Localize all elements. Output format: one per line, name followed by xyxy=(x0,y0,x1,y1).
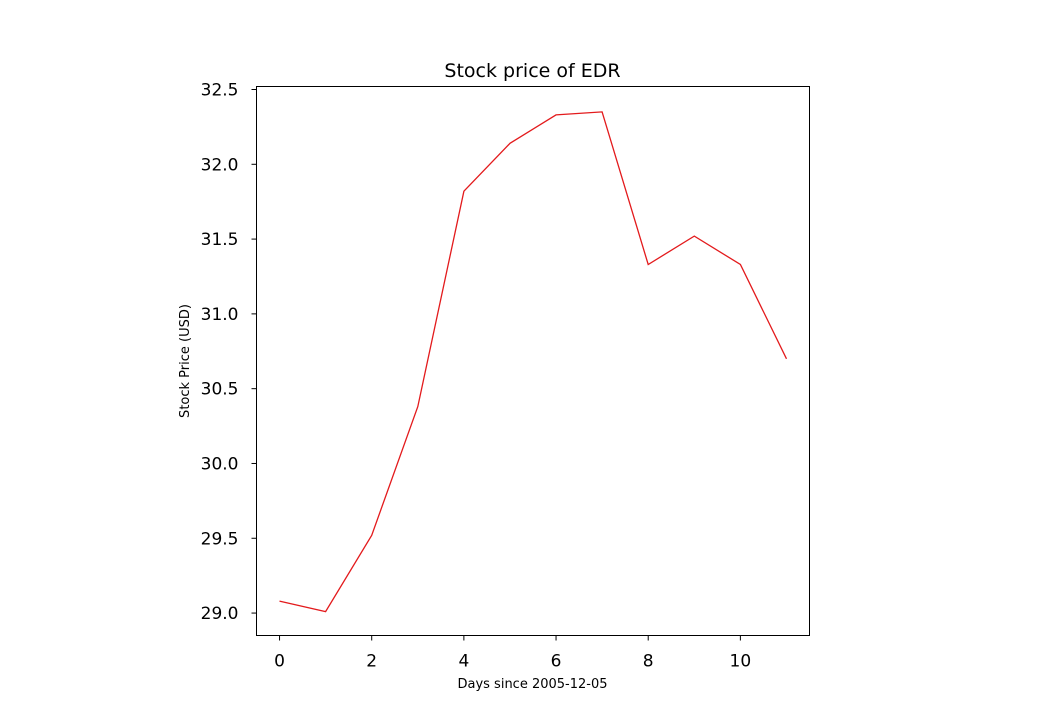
y-tick-label: 29.0 xyxy=(201,604,239,624)
y-tick-label: 29.5 xyxy=(201,529,239,549)
x-axis: 0 2 4 6 8 10 xyxy=(274,635,752,672)
y-tick-label: 30.0 xyxy=(201,454,239,474)
y-tick-label: 31.0 xyxy=(201,305,239,325)
x-tick-label: 2 xyxy=(366,652,377,672)
y-tick-label: 31.5 xyxy=(201,230,239,250)
x-axis-label: Days since 2005-12-05 xyxy=(457,677,607,692)
series-line xyxy=(279,111,788,613)
x-tick-label: 8 xyxy=(643,652,654,672)
y-tick-label: 32.5 xyxy=(201,80,239,100)
y-axis-label: Stock Price (USD) xyxy=(178,304,193,418)
x-tick-label: 4 xyxy=(458,652,469,672)
y-tick-label: 30.5 xyxy=(201,380,239,400)
chart-title: Stock price of EDR xyxy=(444,60,620,82)
x-tick-label: 10 xyxy=(730,652,752,672)
y-tick-label: 32.0 xyxy=(201,155,239,175)
plot-area-frame xyxy=(256,86,810,636)
y-axis: 29.0 29.5 30.0 30.5 31.0 31.5 32.0 32.5 xyxy=(201,80,257,624)
x-tick-label: 0 xyxy=(274,652,285,672)
x-tick-label: 6 xyxy=(551,652,562,672)
